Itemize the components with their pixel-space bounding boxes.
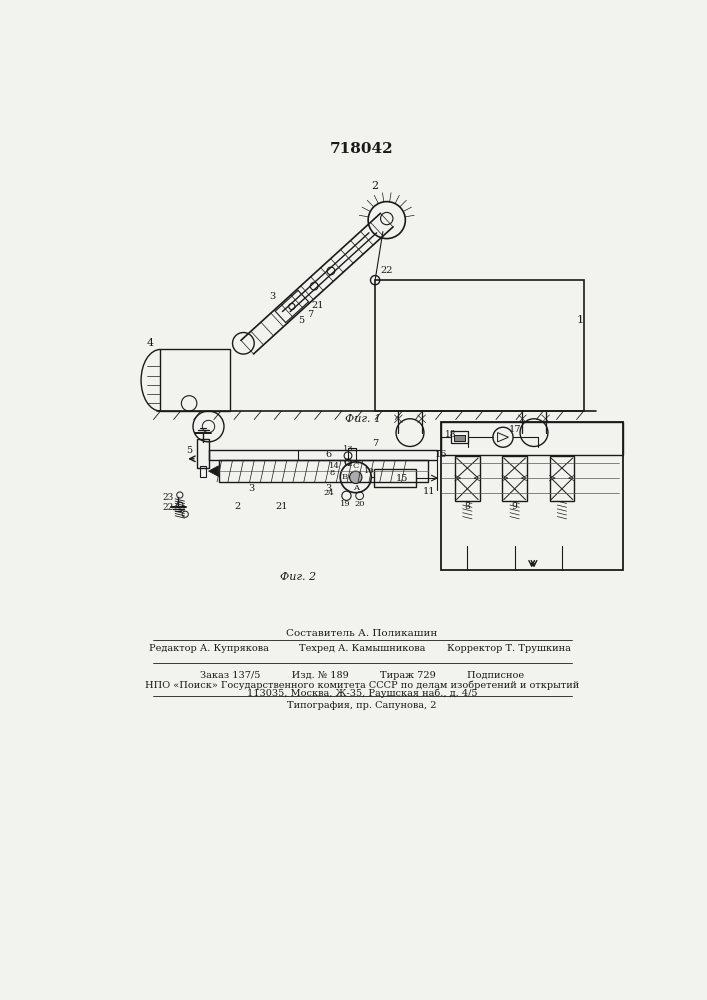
Text: 22: 22: [163, 503, 174, 512]
Text: 113035, Москва, Ж-35, Раушская наб., д. 4/5: 113035, Москва, Ж-35, Раушская наб., д. …: [247, 689, 477, 698]
Text: 4: 4: [147, 338, 154, 348]
Text: 22: 22: [380, 266, 393, 275]
Text: 14: 14: [329, 462, 339, 471]
Bar: [502, 456, 527, 501]
Text: 6: 6: [325, 450, 332, 459]
Text: Техред А. Камышникова: Техред А. Камышникова: [299, 644, 425, 653]
Text: 19: 19: [339, 500, 350, 508]
Text: 24: 24: [323, 489, 334, 497]
Circle shape: [349, 471, 362, 483]
Text: 2: 2: [235, 502, 241, 511]
Text: НПО «Поиск» Государственного комитета СССР по делам изобретений и открытий: НПО «Поиск» Государственного комитета СС…: [145, 680, 579, 690]
Text: Типография, пр. Сапунова, 2: Типография, пр. Сапунова, 2: [287, 701, 437, 710]
Bar: [451, 431, 468, 443]
Text: 11: 11: [423, 487, 436, 496]
Text: 18: 18: [445, 430, 457, 439]
Text: Корректор Т. Трушкина: Корректор Т. Трушкина: [448, 644, 571, 653]
Text: 718042: 718042: [330, 142, 394, 156]
Text: 3: 3: [269, 292, 276, 301]
Text: Заказ 137/5          Изд. № 189          Тираж 729          Подписное: Заказ 137/5 Изд. № 189 Тираж 729 Подписн…: [200, 671, 524, 680]
Text: 7: 7: [307, 310, 313, 319]
Text: Фиг. 1: Фиг. 1: [346, 414, 382, 424]
Text: 3: 3: [248, 484, 255, 493]
Text: B: B: [342, 473, 348, 481]
Text: 5: 5: [298, 316, 304, 325]
Text: Редактор А. Купрякова: Редактор А. Купрякова: [148, 644, 269, 653]
Text: 5: 5: [186, 446, 192, 455]
Polygon shape: [209, 466, 218, 477]
Text: 3: 3: [325, 484, 332, 493]
Text: Составитель А. Поликашин: Составитель А. Поликашин: [286, 629, 438, 638]
Text: 20: 20: [354, 500, 365, 508]
Bar: [549, 456, 574, 501]
Text: C: C: [353, 462, 359, 471]
Text: 15: 15: [396, 474, 409, 483]
Bar: [373, 469, 416, 487]
Text: 17: 17: [508, 425, 521, 434]
Text: 21: 21: [276, 502, 288, 511]
Text: 8: 8: [329, 469, 335, 477]
Text: A: A: [353, 484, 358, 492]
Bar: [197, 439, 209, 468]
Bar: [454, 435, 465, 441]
Text: 1: 1: [577, 315, 584, 325]
Text: 16: 16: [435, 450, 448, 459]
Bar: [218, 460, 428, 482]
Text: 21: 21: [312, 301, 324, 310]
Bar: [441, 422, 623, 570]
Text: 12: 12: [343, 460, 354, 468]
Bar: [200, 466, 206, 477]
Text: 2: 2: [372, 181, 379, 191]
Bar: [160, 349, 230, 411]
Text: 7: 7: [372, 439, 378, 448]
Text: 13: 13: [343, 445, 354, 453]
Text: 23: 23: [163, 493, 174, 502]
Text: 9: 9: [512, 502, 518, 511]
Text: Фиг. 2: Фиг. 2: [279, 572, 316, 582]
Bar: [375, 280, 585, 411]
Bar: [455, 456, 480, 501]
Bar: [441, 422, 623, 455]
Text: 10: 10: [364, 467, 375, 475]
Text: 8: 8: [464, 502, 470, 511]
